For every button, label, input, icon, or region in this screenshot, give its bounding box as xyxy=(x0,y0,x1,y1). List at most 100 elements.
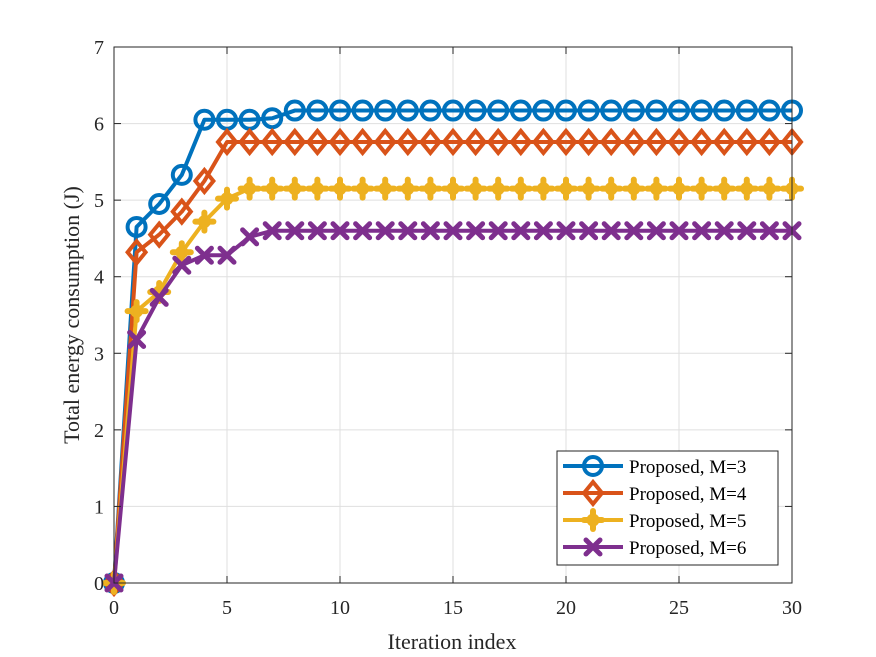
data-point xyxy=(576,176,601,201)
tick-labels: 0 5 10 15 20 25 30 0 1 2 3 4 5 6 7 xyxy=(94,37,802,619)
legend-marker xyxy=(582,455,604,477)
legend-label: Proposed, M=4 xyxy=(629,484,747,505)
data-point xyxy=(169,240,194,265)
y-tick-label: 7 xyxy=(94,37,104,59)
data-point xyxy=(712,176,737,201)
data-point xyxy=(305,127,329,157)
series-1 xyxy=(103,99,803,594)
data-point xyxy=(193,108,216,131)
data-point xyxy=(509,99,532,122)
data-point xyxy=(531,127,555,157)
data-point xyxy=(737,221,757,241)
data-point xyxy=(601,221,621,241)
series-line xyxy=(112,108,792,584)
data-point xyxy=(260,176,285,201)
legend-item: Proposed, M=4 xyxy=(563,478,747,508)
data-point xyxy=(147,220,171,249)
legend-label: Proposed, M=5 xyxy=(629,511,746,532)
data-point xyxy=(511,221,531,241)
data-point xyxy=(600,99,623,122)
data-point xyxy=(646,221,666,241)
data-point xyxy=(714,221,734,241)
data-point xyxy=(375,221,395,241)
data-point xyxy=(215,186,239,211)
data-point xyxy=(418,176,443,201)
data-point xyxy=(194,245,214,265)
data-point xyxy=(373,176,398,201)
data-point xyxy=(508,176,533,201)
data-point xyxy=(350,176,375,201)
data-point xyxy=(622,99,645,122)
data-point xyxy=(330,221,350,241)
data-point xyxy=(125,238,149,267)
data-point xyxy=(125,215,148,238)
data-point xyxy=(487,99,510,122)
data-point xyxy=(262,221,282,241)
data-point xyxy=(192,166,216,196)
data-point xyxy=(396,99,419,122)
data-point xyxy=(306,99,329,122)
x-tick-label: 15 xyxy=(443,597,463,619)
data-point xyxy=(488,221,508,241)
x-tick-label: 20 xyxy=(556,597,576,619)
data-point xyxy=(624,221,644,241)
data-point xyxy=(240,227,260,247)
data-point xyxy=(667,127,691,157)
data-point xyxy=(533,221,553,241)
legend-item: Proposed, M=6 xyxy=(563,537,746,559)
data-point xyxy=(237,176,262,201)
data-point xyxy=(599,127,623,157)
data-point xyxy=(644,176,669,201)
data-point xyxy=(305,176,330,201)
series-line xyxy=(112,139,792,584)
data-point xyxy=(395,176,420,201)
x-tick-label: 0 xyxy=(109,597,119,619)
series-2 xyxy=(102,127,804,598)
data-point xyxy=(307,221,327,241)
data-point xyxy=(644,127,668,157)
x-tick-label: 30 xyxy=(782,597,802,619)
data-point xyxy=(124,299,149,324)
data-point xyxy=(285,221,305,241)
data-point xyxy=(283,99,306,122)
x-axis-title: Iteration index xyxy=(388,629,517,654)
data-point xyxy=(170,163,193,186)
data-point xyxy=(328,127,352,157)
data-point xyxy=(621,176,646,201)
data-point xyxy=(757,176,782,201)
legend-marker xyxy=(583,537,603,557)
data-point xyxy=(577,127,601,157)
data-point xyxy=(351,127,375,157)
data-point xyxy=(690,99,713,122)
data-point xyxy=(735,127,759,157)
data-point xyxy=(329,99,351,122)
data-point xyxy=(441,127,465,157)
data-point xyxy=(260,127,284,157)
data-point xyxy=(215,127,239,157)
data-point xyxy=(443,221,463,241)
data-point xyxy=(692,221,712,241)
y-tick-label: 2 xyxy=(94,420,104,442)
data-point xyxy=(238,127,262,157)
data-point xyxy=(441,176,465,201)
y-tick-label: 0 xyxy=(94,573,104,595)
data-point xyxy=(464,127,488,157)
x-tick-label: 10 xyxy=(330,597,350,619)
data-point xyxy=(758,99,781,122)
data-point xyxy=(398,221,418,241)
data-point xyxy=(554,176,578,201)
data-point xyxy=(172,255,192,275)
axes xyxy=(113,46,793,584)
y-tick-label: 5 xyxy=(94,190,104,212)
legend-item: Proposed, M=3 xyxy=(563,455,746,478)
data-point xyxy=(556,221,576,241)
data-point xyxy=(734,176,759,201)
data-point xyxy=(712,127,736,157)
data-point xyxy=(261,107,284,130)
data-point xyxy=(599,176,624,201)
data-point xyxy=(419,99,442,122)
data-point xyxy=(509,127,533,157)
legend-label: Proposed, M=3 xyxy=(629,457,746,478)
data-point xyxy=(668,99,690,122)
legend-label: Proposed, M=6 xyxy=(629,538,746,559)
